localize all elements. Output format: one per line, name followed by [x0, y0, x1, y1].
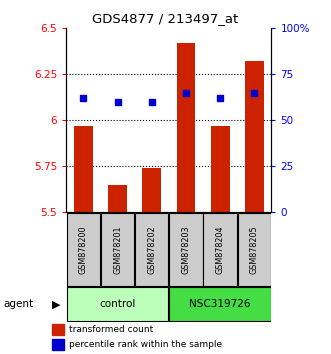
Text: control: control — [99, 299, 136, 309]
Bar — [52, 339, 64, 350]
Text: GDS4877 / 213497_at: GDS4877 / 213497_at — [92, 12, 239, 25]
Text: GSM878205: GSM878205 — [250, 225, 259, 274]
Text: NSC319726: NSC319726 — [189, 299, 251, 309]
Bar — [142, 168, 161, 212]
Text: agent: agent — [3, 299, 33, 309]
Bar — [211, 126, 229, 212]
Bar — [169, 213, 203, 286]
Text: GSM878204: GSM878204 — [215, 225, 225, 274]
Bar — [67, 213, 100, 286]
Bar — [52, 324, 64, 335]
Bar — [176, 43, 195, 212]
Text: ▶: ▶ — [52, 299, 61, 309]
Bar — [74, 126, 93, 212]
Text: percentile rank within the sample: percentile rank within the sample — [69, 340, 222, 349]
Bar — [108, 185, 127, 212]
Text: GSM878203: GSM878203 — [181, 225, 190, 274]
Bar — [135, 213, 168, 286]
Bar — [67, 287, 168, 321]
Bar — [101, 213, 134, 286]
Text: GSM878202: GSM878202 — [147, 225, 156, 274]
Bar — [238, 213, 271, 286]
Bar — [203, 213, 237, 286]
Text: transformed count: transformed count — [69, 325, 153, 334]
Bar — [169, 287, 271, 321]
Text: GSM878201: GSM878201 — [113, 225, 122, 274]
Text: GSM878200: GSM878200 — [79, 225, 88, 274]
Bar — [245, 62, 264, 212]
